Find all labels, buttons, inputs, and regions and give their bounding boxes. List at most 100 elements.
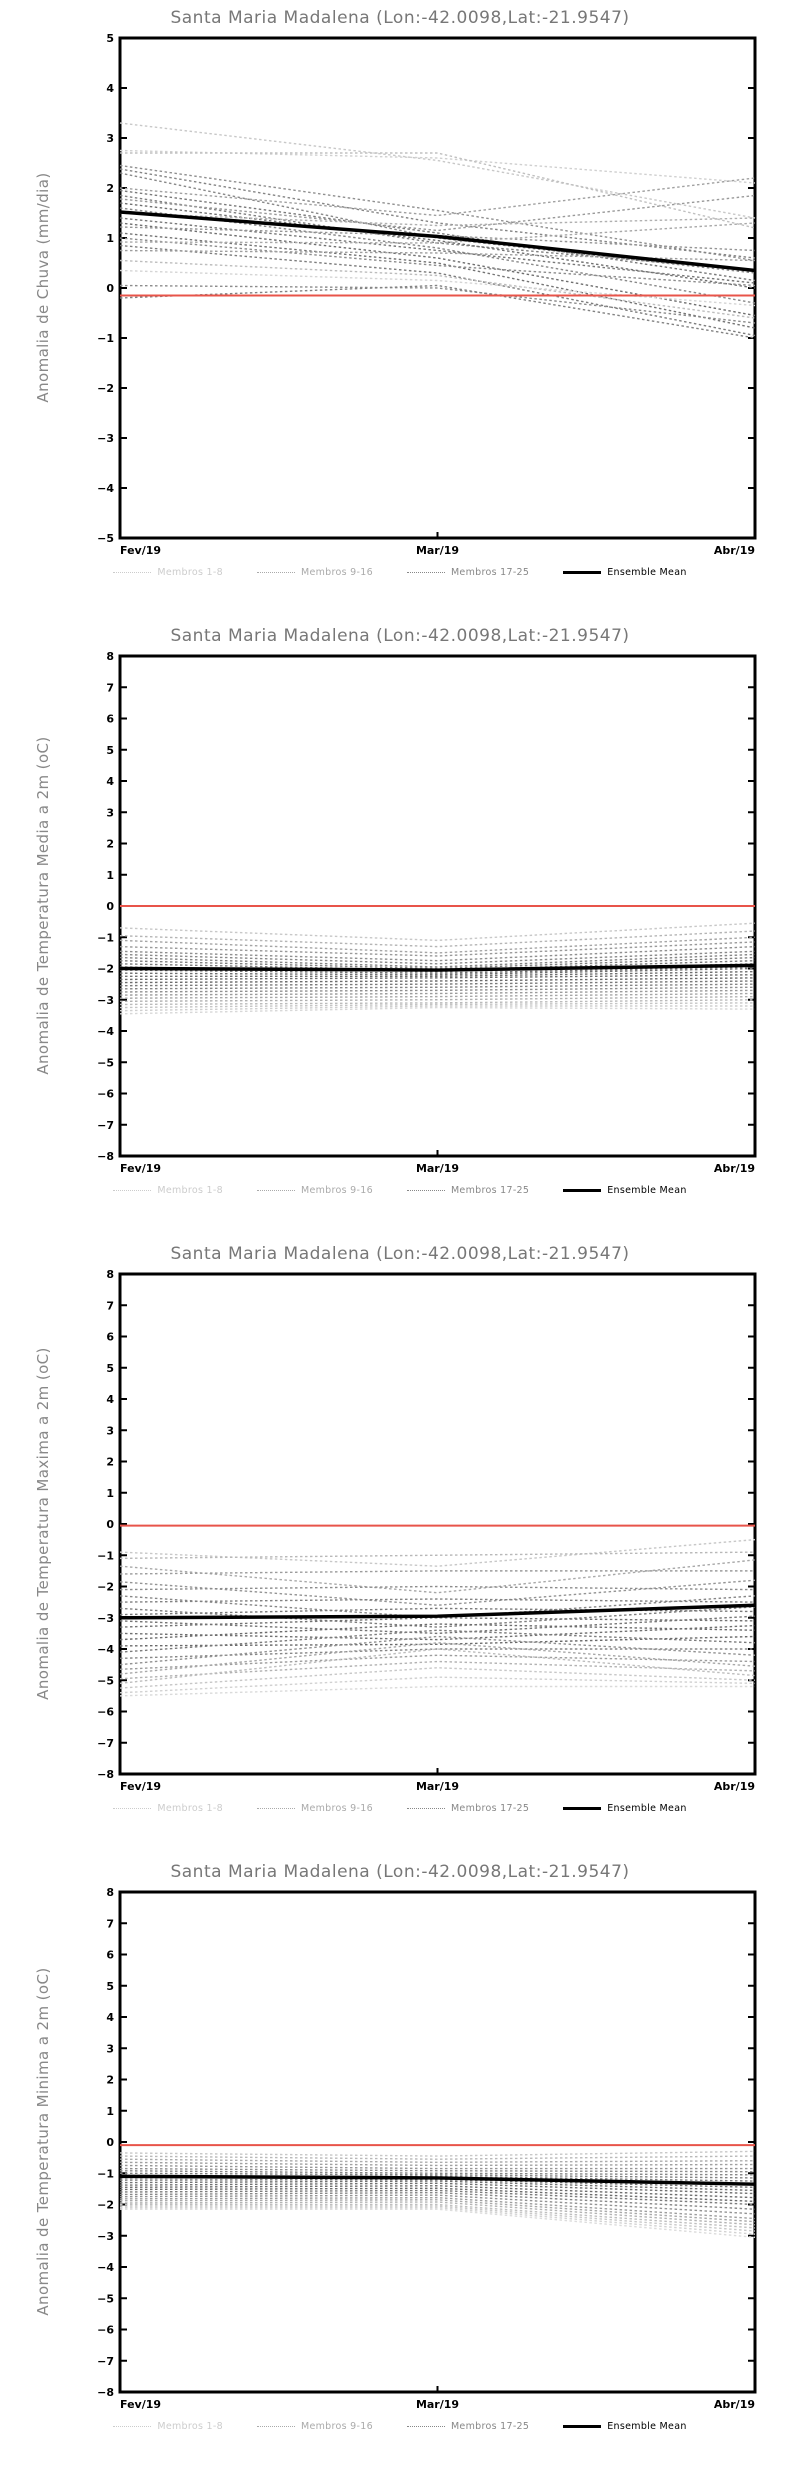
- member-series-line: [119, 122, 756, 219]
- legend-item[interactable]: Membros 1-8: [113, 1185, 223, 1196]
- member-series-line: [119, 980, 756, 987]
- member-series-line: [119, 2201, 756, 2226]
- member-series-line: [119, 974, 756, 981]
- legend-label: Membros 17-25: [450, 2421, 530, 2432]
- legend-item[interactable]: Membros 9-16: [256, 567, 373, 578]
- member-series-line: [119, 967, 756, 976]
- y-tick-label: 1: [106, 232, 114, 245]
- legend-item[interactable]: Membros 9-16: [256, 1803, 373, 1814]
- x-tick-label: Mar/19: [416, 2398, 459, 2411]
- legend-item[interactable]: Membros 1-8: [113, 567, 223, 578]
- legend-label: Membros 9-16: [300, 1185, 373, 1196]
- legend-item[interactable]: Membros 17-25: [406, 1185, 529, 1196]
- member-series-line: [119, 950, 756, 965]
- x-tick-label: Fev/19: [120, 544, 161, 557]
- member-series-line: [119, 189, 756, 282]
- y-tick-label: −6: [97, 2324, 114, 2337]
- y-tick-label: 7: [106, 1917, 114, 1930]
- member-series-line: [119, 2150, 756, 2157]
- member-series-line: [119, 222, 756, 317]
- y-tick-label: −5: [97, 532, 114, 545]
- legend-item[interactable]: Membros 17-25: [406, 1803, 529, 1814]
- legend-item[interactable]: Ensemble Mean: [563, 1803, 686, 1814]
- member-series-line: [119, 1648, 755, 1660]
- member-series-line: [119, 2199, 756, 2223]
- y-tick-label: −3: [97, 432, 114, 445]
- y-tick-label: 3: [106, 806, 114, 819]
- legend-label: Ensemble Mean: [607, 2421, 687, 2432]
- member-series-line: [119, 1654, 756, 1671]
- legend-item[interactable]: Ensemble Mean: [563, 2421, 686, 2432]
- member-series-line: [119, 207, 756, 304]
- chart-panel: Santa Maria Madalena (Lon:-42.0098,Lat:-…: [0, 618, 800, 1236]
- member-series-line: [119, 1559, 756, 1594]
- y-tick-label: −2: [97, 382, 114, 395]
- legend-swatch-icon: [406, 1190, 445, 1191]
- legend-item[interactable]: Ensemble Mean: [563, 1185, 686, 1196]
- y-tick-label: −1: [97, 332, 114, 345]
- x-tick-label: Mar/19: [416, 544, 459, 557]
- legend-swatch-icon: [406, 2426, 445, 2427]
- member-series-line: [119, 269, 756, 307]
- member-series-line: [119, 1629, 756, 1653]
- y-tick-label: 2: [106, 838, 114, 851]
- member-series-line: [119, 992, 756, 999]
- member-series-line: [119, 1667, 756, 1689]
- member-series-line: [119, 259, 756, 319]
- member-series-line: [119, 1598, 756, 1603]
- legend-swatch-icon: [256, 1190, 295, 1191]
- y-tick-label: −7: [97, 1737, 114, 1750]
- y-tick-label: −8: [97, 1768, 114, 1781]
- member-series-line: [119, 194, 756, 272]
- member-series-line: [119, 164, 756, 262]
- x-tick-label: Mar/19: [416, 1162, 459, 1175]
- chart-panel: Santa Maria Madalena (Lon:-42.0098,Lat:-…: [0, 1236, 800, 1854]
- x-tick-label: Abr/19: [714, 2398, 755, 2411]
- legend-item[interactable]: Membros 17-25: [406, 567, 529, 578]
- legend-item[interactable]: Membros 1-8: [113, 1803, 223, 1814]
- y-tick-label: 7: [106, 1299, 114, 1312]
- legend-item[interactable]: Membros 9-16: [256, 1185, 373, 1196]
- legend-item[interactable]: Ensemble Mean: [563, 567, 686, 578]
- plot-svg: 8 7 6 5 4 3 2 1 0 −1 −2 −3 −4 −5 −6 −7 −8 Fev/19 Mar/19 Abr…: [97, 650, 757, 1175]
- legend-label: Membros 9-16: [300, 2421, 373, 2432]
- member-series-line: [119, 1606, 756, 1628]
- member-series-line: [119, 995, 756, 1003]
- y-tick-label: −2: [97, 963, 114, 976]
- x-tick-label: Abr/19: [714, 1780, 755, 1793]
- chart-legend: Membros 1-8 Membros 9-16 Membros 17-25 Ense…: [0, 567, 800, 578]
- y-tick-label: −3: [97, 1612, 114, 1625]
- legend-swatch-icon: [113, 1808, 152, 1809]
- panel-title: Santa Maria Madalena (Lon:-42.0098,Lat:-…: [170, 1244, 630, 1264]
- member-series-line: [120, 2206, 756, 2235]
- legend-item[interactable]: Membros 9-16: [256, 2421, 373, 2432]
- legend-item[interactable]: Membros 1-8: [113, 2421, 223, 2432]
- member-series-line: [119, 930, 756, 948]
- member-series-line: [119, 959, 756, 971]
- legend-swatch-icon: [256, 2426, 295, 2427]
- y-tick-label: 4: [106, 2011, 114, 2024]
- member-series-line: [120, 2205, 756, 2232]
- legend-swatch-icon: [563, 1806, 602, 1811]
- y-tick-label: 5: [106, 1980, 114, 1993]
- y-tick-label: 2: [106, 1456, 114, 1469]
- member-series-line: [119, 177, 756, 217]
- member-series-line: [119, 2155, 756, 2160]
- member-series-line: [119, 1006, 756, 1015]
- member-series-line: [119, 168, 756, 259]
- member-series-line: [119, 1617, 756, 1628]
- legend-label: Ensemble Mean: [607, 1803, 687, 1814]
- member-series-line: [119, 989, 756, 996]
- x-tick-label: Mar/19: [416, 1780, 459, 1793]
- member-series-line: [119, 212, 756, 227]
- y-tick-label: −4: [97, 482, 114, 495]
- member-series-line: [119, 999, 756, 1006]
- y-tick-label: −4: [97, 2261, 114, 2274]
- legend-item[interactable]: Membros 17-25: [406, 2421, 530, 2432]
- member-series-line: [119, 222, 756, 244]
- member-series-line: [120, 152, 756, 229]
- x-tick-label: Abr/19: [714, 544, 755, 557]
- member-series-line: [119, 986, 756, 993]
- member-series-line: [119, 226, 756, 252]
- y-tick-label: 6: [106, 1331, 114, 1344]
